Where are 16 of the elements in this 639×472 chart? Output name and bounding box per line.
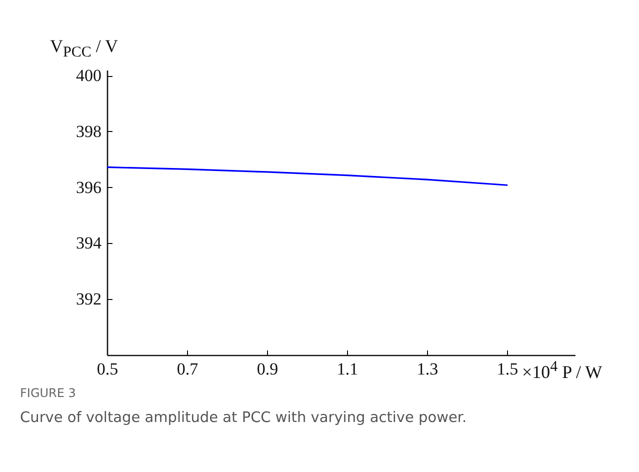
x-tick-label: 0.7 [176, 360, 199, 378]
x-tick-label: 0.9 [256, 360, 278, 378]
y-tick-label: 398 [76, 122, 102, 141]
y-axis-title: V$_{PCC}$ / V [50, 36, 118, 62]
x-tick-label: 1.5 [496, 360, 518, 378]
y-tick-label: 392 [76, 290, 102, 309]
x-tick-label: 0.5 [96, 360, 118, 378]
line-series [107, 166, 508, 186]
y-tick-label: 394 [76, 234, 102, 253]
caption: FIGURE 3 [20, 386, 76, 400]
x-tick-label: 1.1 [336, 360, 358, 378]
y-tick-label: 400 [76, 66, 102, 86]
x-tick-label: 1.3 [416, 360, 438, 378]
text: Curve of voltage amplitude at PCC with varying active power. [20, 410, 467, 426]
x-axis-title: ×10$^{4}$ P / W [522, 359, 602, 383]
y-tick-label: 396 [76, 178, 102, 197]
